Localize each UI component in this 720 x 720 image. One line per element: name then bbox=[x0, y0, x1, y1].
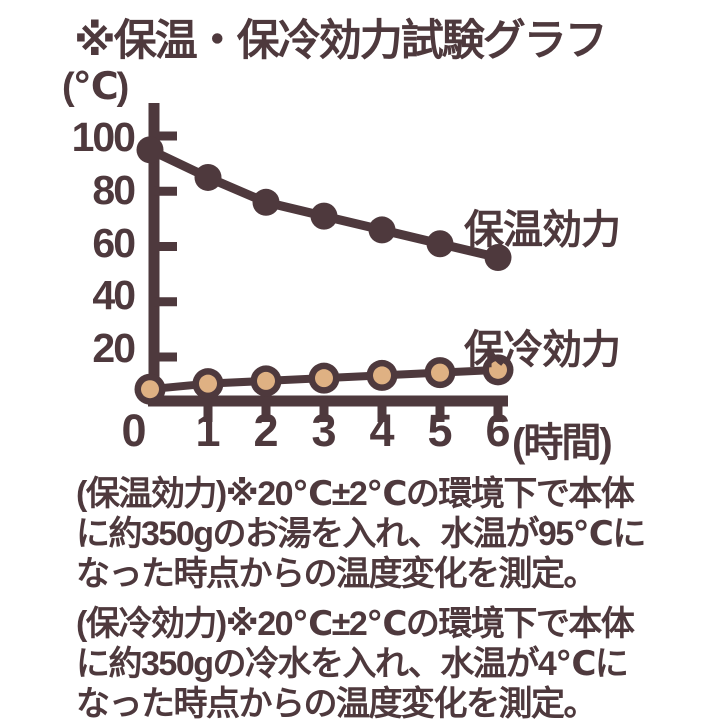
y-tick-label: 40 bbox=[92, 272, 136, 319]
data-point-heat bbox=[194, 163, 222, 191]
data-point-cold-center bbox=[489, 360, 507, 379]
chart-title: ※保温・保冷効力試験グラフ bbox=[74, 17, 608, 65]
note-line: (保冷効力)※20℃±2℃の環境下で本体 bbox=[76, 605, 635, 643]
note-line: に約350gのお湯を入れ、水温が95℃に bbox=[76, 515, 646, 553]
data-point-cold-center bbox=[373, 366, 391, 385]
y-axis-unit-label: (℃) bbox=[62, 66, 129, 108]
note-cold-retention: (保冷効力)※20℃±2℃の環境下で本体 に約350gの冷水を入れ、水温が4℃に… bbox=[76, 604, 656, 720]
x-axis-unit-label: (時間) bbox=[512, 421, 613, 465]
note-line: に約350gの冷水を入れ、水温が4℃に bbox=[76, 645, 629, 683]
data-point-heat bbox=[484, 244, 512, 272]
data-point-heat bbox=[252, 188, 280, 216]
x-tick-label: 4 bbox=[369, 405, 395, 456]
data-point-heat bbox=[310, 202, 338, 230]
x-tick-label: 3 bbox=[311, 405, 337, 456]
x-tick-label: 5 bbox=[427, 405, 453, 456]
x-tick-label: 2 bbox=[253, 405, 279, 456]
chart-area: (℃) 100 80 60 40 20 0 1 2 3 4 5 6 (時間) 保温効力 保冷効力 bbox=[62, 66, 621, 465]
data-point-cold-center bbox=[431, 363, 449, 382]
data-point-cold-center bbox=[199, 374, 217, 393]
note-heat-retention: (保温効力)※20℃±2℃の環境下で本体 に約350gのお湯を入れ、水温が95℃… bbox=[76, 474, 656, 594]
temperature-line-chart bbox=[134, 103, 514, 422]
data-point-heat bbox=[136, 136, 164, 164]
data-point-heat bbox=[426, 230, 454, 258]
note-line: (保温効力)※20℃±2℃の環境下で本体 bbox=[76, 475, 635, 513]
data-point-heat bbox=[368, 216, 396, 244]
x-tick-label: 0 bbox=[121, 405, 147, 456]
data-point-cold-center bbox=[315, 369, 333, 388]
x-tick-label: 1 bbox=[195, 405, 221, 456]
y-tick-label: 80 bbox=[92, 166, 136, 213]
note-line: なった時点からの温度変化を測定。 bbox=[76, 685, 598, 720]
x-tick-label: 6 bbox=[485, 405, 511, 456]
data-point-cold-center bbox=[257, 371, 275, 390]
y-tick-label: 60 bbox=[92, 219, 136, 266]
note-line: なった時点からの温度変化を測定。 bbox=[76, 555, 598, 593]
data-point-cold-center bbox=[141, 380, 159, 399]
series-label-cold-retention: 保冷効力 bbox=[464, 328, 621, 372]
y-tick-label: 100 bbox=[71, 114, 136, 160]
series-label-heat-retention: 保温効力 bbox=[464, 208, 621, 252]
y-tick-label: 20 bbox=[92, 325, 136, 371]
